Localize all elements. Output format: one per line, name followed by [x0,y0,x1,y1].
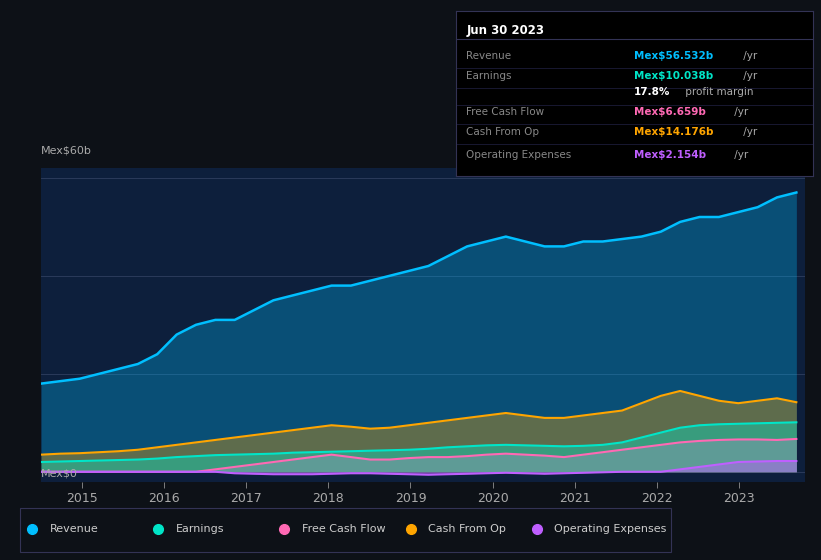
Text: Mex$60b: Mex$60b [41,146,92,156]
Text: Mex$14.176b: Mex$14.176b [635,127,713,137]
Text: Revenue: Revenue [49,524,99,534]
Text: Mex$56.532b: Mex$56.532b [635,51,713,61]
Text: Cash From Op: Cash From Op [466,127,539,137]
Text: Mex$10.038b: Mex$10.038b [635,71,713,81]
Text: /yr: /yr [741,51,758,61]
Text: Operating Expenses: Operating Expenses [466,150,571,160]
Text: Operating Expenses: Operating Expenses [554,524,667,534]
Text: Free Cash Flow: Free Cash Flow [302,524,385,534]
Text: Earnings: Earnings [176,524,224,534]
Text: /yr: /yr [741,127,758,137]
Text: Cash From Op: Cash From Op [428,524,506,534]
Text: /yr: /yr [731,150,748,160]
Text: /yr: /yr [741,71,758,81]
Text: /yr: /yr [731,107,748,117]
Text: Mex$2.154b: Mex$2.154b [635,150,706,160]
Text: 17.8%: 17.8% [635,87,671,97]
Text: Jun 30 2023: Jun 30 2023 [466,25,544,38]
Text: Earnings: Earnings [466,71,511,81]
Text: Free Cash Flow: Free Cash Flow [466,107,544,117]
Text: Mex$0: Mex$0 [41,469,78,478]
Text: Mex$6.659b: Mex$6.659b [635,107,706,117]
Text: Revenue: Revenue [466,51,511,61]
Text: profit margin: profit margin [682,87,754,97]
